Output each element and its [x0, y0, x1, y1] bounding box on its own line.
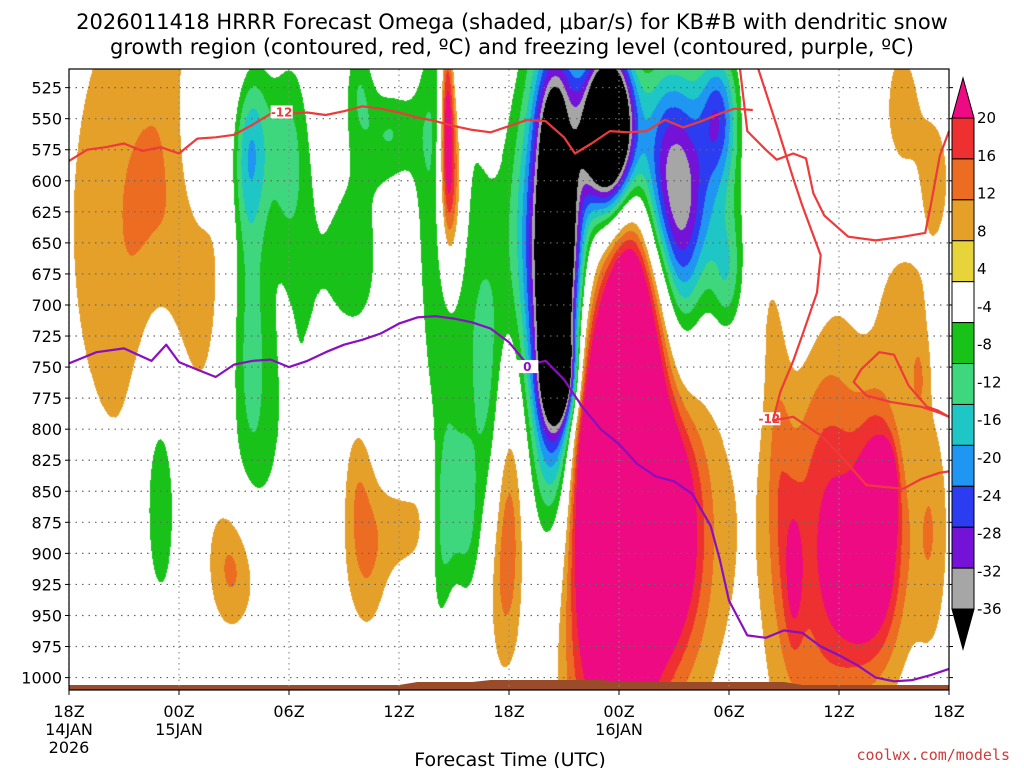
colorbar-label-4: 4 — [977, 260, 987, 278]
colorbar-label--24: -24 — [977, 487, 1002, 505]
colorbar-label-8: 8 — [977, 222, 987, 240]
x-tick-label-0-2: 14JAN — [45, 720, 93, 739]
x-tick-label-6-2: 15JAN — [155, 720, 203, 739]
colorbar-label--4: -4 — [977, 298, 992, 316]
x-tick-label-30-2: 16JAN — [595, 720, 643, 739]
y-tick-label-900: 900 — [31, 544, 62, 563]
colorbar-swatch-9 — [951, 444, 975, 487]
x-tick-label-42-1: 12Z — [823, 702, 854, 721]
y-tick-label-575: 575 — [31, 141, 62, 160]
y-tick-label-675: 675 — [31, 265, 62, 284]
y-tick-label-875: 875 — [31, 513, 62, 532]
x-tick-label-48-1: 18Z — [933, 702, 964, 721]
x-tick-label-24-1: 18Z — [493, 702, 524, 721]
colorbar-label--32: -32 — [977, 562, 1002, 580]
y-tick-label-975: 975 — [31, 638, 62, 657]
colorbar-swatch-8 — [951, 403, 975, 446]
colorbar-legend: 20 16 12 8 4 -4 -8 -12 -16 -20 -24 -28 -32 -36 — [951, 76, 1002, 651]
y-tick-label-625: 625 — [31, 203, 62, 222]
x-tick-label-30-1: 00Z — [603, 702, 634, 721]
colorbar-label-20: 20 — [977, 109, 996, 127]
y-tick-label-1000: 1000 — [21, 669, 62, 688]
colorbar-swatch-6 — [951, 322, 975, 365]
x-axis-label: Forecast Time (UTC) — [414, 749, 605, 768]
contour-label-dgz-minus12-upper: -12 — [271, 105, 293, 119]
colorbar-label--20: -20 — [977, 449, 1002, 467]
colorbar-bottom-arrow — [951, 608, 975, 651]
y-tick-label-850: 850 — [31, 482, 62, 501]
colorbar-label-12: 12 — [977, 185, 996, 203]
contour-label-bg — [516, 360, 539, 374]
colorbar-swatch-7 — [951, 363, 975, 405]
x-tick-label-18-1: 12Z — [383, 702, 414, 721]
colorbar-label--12: -12 — [977, 373, 1002, 391]
contour-dgz-minus12-upper — [68, 105, 753, 162]
y-tick-label-950: 950 — [31, 606, 62, 625]
y-tick-label-775: 775 — [31, 389, 62, 408]
colorbar-label--28: -28 — [977, 525, 1002, 543]
y-tick-label-650: 650 — [31, 234, 62, 253]
y-tick-label-550: 550 — [31, 110, 62, 129]
colorbar-swatch-3 — [951, 199, 975, 242]
y-tick-label-600: 600 — [31, 172, 62, 191]
x-tick-label-0-3: 2026 — [49, 738, 90, 757]
contour-label-freezing-level-0C: 0 — [523, 360, 531, 374]
colorbar-swatch-10 — [951, 485, 975, 528]
colorbar-label--16: -16 — [977, 411, 1002, 429]
y-axis: 525 550 575 600 625 650 675 700 725 750 775 800 825 8… — [21, 79, 953, 688]
x-tick-label-6-1: 00Z — [163, 702, 194, 721]
y-tick-label-725: 725 — [31, 327, 62, 346]
chart-title-line-1: 2026011418 HRRR Forecast Omega (shaded, … — [76, 10, 948, 34]
colorbar-label--36: -36 — [977, 600, 1002, 618]
contour-label-bg — [270, 105, 293, 119]
colorbar-swatch-12 — [951, 567, 975, 610]
colorbar-label--8: -8 — [977, 336, 992, 354]
colorbar-swatch-4 — [951, 240, 975, 283]
plot-area: -12-120 — [68, 68, 951, 691]
chart-title-line-2: growth region (contoured, red, ºC) and f… — [110, 35, 914, 59]
contour-dgz-minus12-mid — [757, 68, 950, 490]
x-tick-label-36-1: 06Z — [713, 702, 744, 721]
y-tick-label-825: 825 — [31, 451, 62, 470]
credit-text: coolwx.com/models — [856, 746, 1010, 764]
x-tick-label-12-1: 06Z — [273, 702, 304, 721]
colorbar-swatch-5 — [951, 281, 975, 324]
contour-dgz-minus12-lower — [738, 68, 951, 242]
colorbar-label-16: 16 — [977, 147, 996, 165]
y-tick-label-750: 750 — [31, 358, 62, 377]
x-tick-label-0-1: 18Z — [53, 702, 84, 721]
colorbar-top-arrow — [951, 76, 975, 119]
y-tick-label-525: 525 — [31, 79, 62, 98]
omega-shaded-field — [69, 69, 949, 690]
colorbar-swatch-2 — [951, 158, 975, 201]
y-tick-label-700: 700 — [31, 296, 62, 315]
contour-dgz-minus12-loop — [852, 351, 950, 418]
colorbar-swatch-11 — [951, 526, 975, 569]
y-tick-label-800: 800 — [31, 420, 62, 439]
y-tick-label-925: 925 — [31, 575, 62, 594]
colorbar-swatch-1 — [951, 117, 975, 160]
